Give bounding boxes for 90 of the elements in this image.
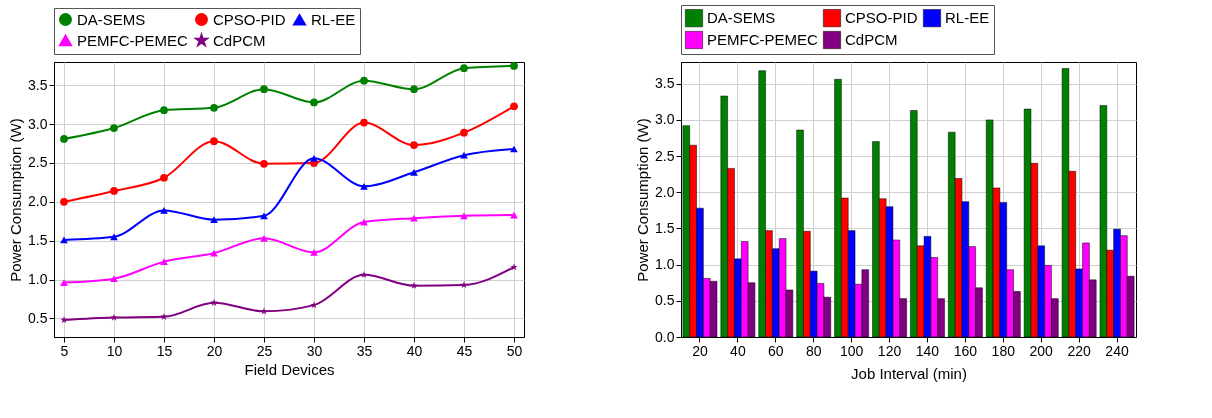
point — [310, 98, 318, 107]
point — [510, 263, 518, 271]
y-tick-label: 3.5 — [655, 75, 675, 92]
point — [310, 248, 318, 256]
y-tick-label: 0.5 — [655, 292, 675, 309]
legend-label: RL-EE — [311, 10, 356, 28]
point — [60, 279, 68, 286]
x-axis-title: Job Interval (min) — [851, 364, 967, 382]
y-tick-label: 2.0 — [655, 183, 675, 200]
x-tick-label: 30 — [306, 342, 323, 359]
point — [260, 234, 268, 242]
x-tick-label: 45 — [456, 342, 473, 359]
x-tick-label: 160 — [953, 342, 978, 359]
y-tick-label: 1.0 — [655, 256, 675, 273]
point — [260, 212, 268, 220]
y-axis-title: Power Consumption (W) — [7, 118, 25, 282]
legend-label: PEMFC-PEMEC — [707, 31, 818, 48]
x-tick-label: 140 — [915, 342, 940, 359]
y-tick-label: 3.5 — [28, 76, 48, 93]
point — [460, 151, 468, 159]
point — [510, 62, 518, 70]
point — [460, 128, 468, 137]
y-tick-label: 2.5 — [655, 147, 675, 164]
y-tick-label: 0.5 — [28, 309, 48, 326]
point — [510, 102, 518, 111]
x-tick-label: 120 — [877, 342, 902, 359]
point — [210, 137, 218, 146]
point — [110, 187, 118, 195]
x-tick-label: 240 — [1105, 342, 1129, 359]
point — [460, 281, 468, 289]
point — [60, 197, 68, 206]
x-tick-label: 40 — [730, 342, 746, 359]
point — [160, 173, 168, 182]
y-tick-label: 3.0 — [28, 115, 48, 132]
point — [460, 212, 468, 220]
point — [360, 118, 368, 127]
point — [260, 159, 268, 168]
point — [360, 182, 368, 190]
x-tick-label: 25 — [256, 342, 273, 359]
x-tick-label: 20 — [206, 342, 223, 359]
x-tick-label: 20 — [692, 342, 708, 359]
y-tick-label: 2.5 — [28, 154, 48, 171]
y-tick-label: 1.0 — [28, 271, 48, 288]
y-tick-label: 1.5 — [28, 232, 48, 249]
x-tick-label: 220 — [1067, 342, 1092, 359]
point — [110, 233, 118, 241]
y-tick-label: 3.0 — [655, 111, 675, 128]
legend-label: DA-SEMS — [707, 9, 776, 27]
y-axis-title: Power Consumption (W) — [634, 118, 652, 282]
y-tick-label: 2.0 — [28, 193, 48, 210]
legend-label: CdPCM — [213, 31, 266, 49]
point — [310, 154, 318, 162]
point — [160, 258, 168, 265]
x-tick-label: 60 — [768, 342, 784, 359]
x-tick-label: 15 — [156, 342, 173, 359]
x-tick-label: 40 — [406, 342, 423, 359]
point — [310, 301, 318, 309]
x-tick-label: 180 — [991, 342, 1016, 359]
y-tick-label: 0.0 — [655, 328, 675, 345]
point — [410, 85, 418, 94]
point — [360, 76, 368, 85]
legend-label: CPSO-PID — [845, 9, 918, 27]
legend-label: RL-EE — [945, 9, 990, 27]
x-tick-label: 10 — [106, 342, 123, 359]
point — [110, 124, 118, 132]
x-axis-title: Field Devices — [244, 360, 335, 378]
point — [410, 141, 418, 149]
legend-label: PEMFC-PEMEC — [77, 31, 188, 49]
point — [60, 135, 68, 143]
point — [210, 216, 218, 224]
point — [110, 275, 118, 283]
x-tick-label: 50 — [506, 342, 523, 359]
point — [210, 103, 218, 112]
point — [160, 207, 168, 214]
x-tick-label: 5 — [60, 342, 69, 359]
point — [60, 236, 68, 244]
legend-label: DA-SEMS — [77, 10, 146, 28]
y-tick-label: 1.5 — [655, 219, 675, 236]
x-tick-label: 200 — [1029, 342, 1054, 359]
point — [160, 106, 168, 115]
point — [260, 85, 268, 94]
x-tick-label: 80 — [805, 342, 822, 359]
point — [460, 64, 468, 73]
legend-label: CdPCM — [845, 31, 898, 48]
point — [410, 168, 418, 176]
legend-label: CPSO-PID — [213, 10, 286, 28]
x-tick-label: 100 — [839, 342, 864, 359]
x-tick-label: 35 — [356, 342, 373, 359]
point — [260, 307, 268, 315]
point — [110, 313, 118, 321]
